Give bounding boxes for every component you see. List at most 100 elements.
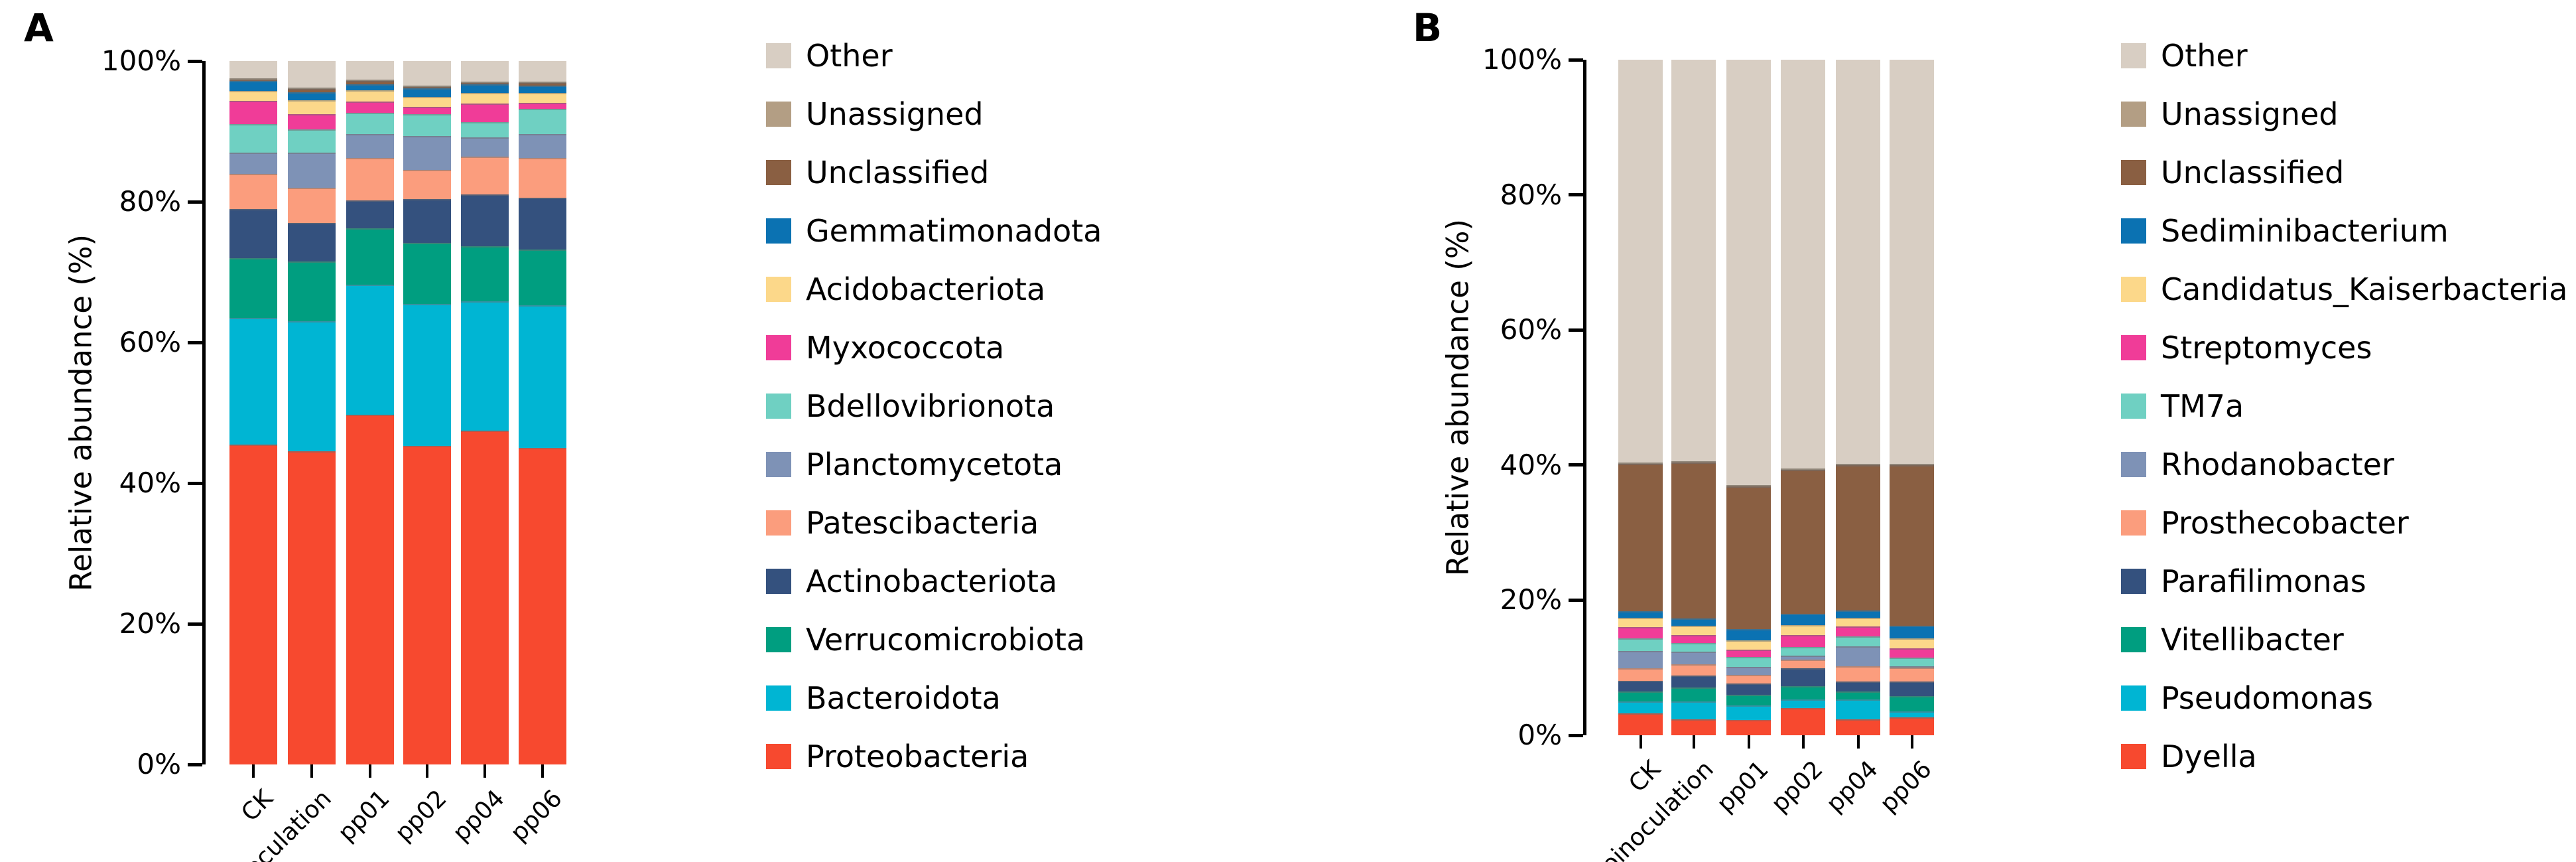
bar-segment-Pseudomonas (1618, 701, 1663, 714)
bar-segment-Unassigned (1890, 464, 1934, 466)
bar-segment-Planctomycetota (346, 133, 394, 158)
y-tick-mark (188, 481, 202, 485)
bar-segment-Unassigned (461, 81, 509, 83)
bar-segment-Unclassified (288, 89, 336, 92)
bar-segment-Proteobacteria (519, 448, 566, 764)
legend-label: Proteobacteria (806, 739, 1029, 774)
bar-segment-Parafilimonas (1836, 681, 1880, 691)
x-tick-mark (426, 764, 428, 778)
stacked-bar-pp06 (519, 60, 566, 764)
x-tick-mark (252, 764, 255, 778)
bar-segment-Unclassified (461, 82, 509, 84)
bar-segment-Proteobacteria (229, 444, 277, 764)
bar-segment-Unclassified (229, 79, 277, 81)
stacked-bar-pp06 (1890, 60, 1934, 735)
bar-segment-Candidatus_Kaiserbacteria (1781, 625, 1825, 635)
legend-item-Rhodanobacter: Rhodanobacter (2121, 447, 2394, 482)
x-tick-mark (1692, 735, 1695, 749)
x-tick-label: CK (236, 784, 279, 827)
bar-segment-Vitellibacter (1781, 685, 1825, 700)
bar-segment-Planctomycetota (519, 133, 566, 158)
bar-segment-Unclassified (519, 82, 566, 86)
bar-segment-Sediminibacterium (1726, 629, 1771, 640)
bar-segment-Rhodanobacter (1890, 666, 1934, 668)
legend-item-Unclassified: Unclassified (766, 155, 989, 190)
y-tick-mark (188, 762, 202, 766)
y-tick-mark (1569, 193, 1583, 197)
bar-segment-Verrucomicrobiota (346, 228, 394, 285)
bar-segment-Patescibacteria (346, 157, 394, 200)
y-tick-mark (1569, 328, 1583, 332)
legend-swatch-Sediminibacterium (2121, 218, 2146, 244)
x-tick-mark (541, 764, 544, 778)
legend-label: Streptomyces (2161, 330, 2372, 366)
legend-swatch-Vitellibacter (2121, 627, 2146, 652)
legend-swatch-Bdellovibrionota (766, 394, 791, 419)
stacked-bar-CK (1618, 60, 1663, 735)
legend-swatch-Unassigned (766, 102, 791, 127)
bar-segment-Gemmatimonadota (519, 85, 566, 93)
bar-segment-Myxococcota (288, 113, 336, 129)
bar-segment-Gemmatimonadota (288, 92, 336, 101)
legend-label: Unassigned (2161, 96, 2339, 132)
legend-label: Pseudomonas (2161, 680, 2373, 716)
legend-item-Planctomycetota: Planctomycetota (766, 447, 1063, 482)
legend-swatch-Other (2121, 43, 2146, 68)
y-tick-label: 100% (101, 44, 181, 77)
bar-segment-Bdellovibrionota (403, 113, 451, 137)
panel-b-letter: B (1413, 5, 1443, 50)
legend-label: Sediminibacterium (2161, 213, 2449, 249)
bar-segment-Proteobacteria (403, 445, 451, 764)
bar-segment-Other (403, 61, 451, 86)
bar-segment-Other (1890, 60, 1934, 465)
legend-label: Acidobacteriota (806, 271, 1046, 307)
bar-segment-Candidatus_Kaiserbacteria (1890, 638, 1934, 648)
bar-segment-Rhodanobacter (1781, 656, 1825, 660)
bar-segment-Verrucomicrobiota (519, 249, 566, 306)
legend-label: Unclassified (2161, 155, 2345, 190)
bar-segment-Planctomycetota (229, 152, 277, 174)
y-tick-label: 40% (1500, 448, 1562, 481)
bar-segment-Parafilimonas (1781, 668, 1825, 686)
bar-segment-Acidobacteriota (229, 90, 277, 102)
legend-swatch-Acidobacteriota (766, 277, 791, 302)
y-tick-label: 20% (119, 607, 181, 640)
legend-label: Patescibacteria (806, 505, 1039, 541)
bar-segment-Unassigned (346, 79, 394, 81)
legend-swatch-Unassigned (2121, 102, 2146, 127)
legend-item-Unassigned: Unassigned (766, 96, 984, 132)
bar-segment-Sediminibacterium (1671, 618, 1716, 626)
y-tick-label: 80% (119, 185, 181, 218)
bar-segment-Actinobacteriota (461, 194, 509, 247)
legend-item-Candidatus_Kaiserbacteria: Candidatus_Kaiserbacteria (2121, 271, 2567, 307)
bar-segment-Other (461, 61, 509, 82)
legend-swatch-Prosthecobacter (2121, 510, 2146, 536)
legend-swatch-Gemmatimonadota (766, 218, 791, 244)
legend-swatch-TM7a (2121, 394, 2146, 419)
legend-item-Vitellibacter: Vitellibacter (2121, 622, 2344, 658)
bar-segment-Prosthecobacter (1890, 668, 1934, 682)
bar-segment-Unassigned (1671, 461, 1716, 463)
bar-segment-Gemmatimonadota (229, 80, 277, 91)
legend-item-TM7a: TM7a (2121, 388, 2244, 424)
legend-item-Unclassified: Unclassified (2121, 155, 2344, 190)
bar-segment-Unassigned (1836, 464, 1880, 466)
bar-segment-TM7a (1890, 658, 1934, 667)
bar-segment-Rhodanobacter (1836, 646, 1880, 667)
bar-segment-Unassigned (519, 81, 566, 83)
legend-item-Myxococcota: Myxococcota (766, 330, 1004, 366)
bar-segment-Pseudomonas (1671, 701, 1716, 719)
bar-segment-Candidatus_Kaiserbacteria (1618, 618, 1663, 628)
bar-segment-Gemmatimonadota (346, 84, 394, 91)
bar-segment-Dyella (1726, 719, 1771, 735)
y-tick-mark (1569, 598, 1583, 602)
bar-segment-Prosthecobacter (1671, 664, 1716, 676)
y-tick-mark (188, 340, 202, 344)
bar-segment-Prosthecobacter (1781, 660, 1825, 669)
bar-segment-Unassigned (288, 88, 336, 90)
legend-item-Pseudomonas: Pseudomonas (2121, 680, 2373, 716)
legend-item-Other: Other (2121, 38, 2248, 74)
bar-segment-Myxococcota (519, 103, 566, 109)
bar-segment-Sediminibacterium (1618, 611, 1663, 618)
legend-swatch-Candidatus_Kaiserbacteria (2121, 277, 2146, 302)
